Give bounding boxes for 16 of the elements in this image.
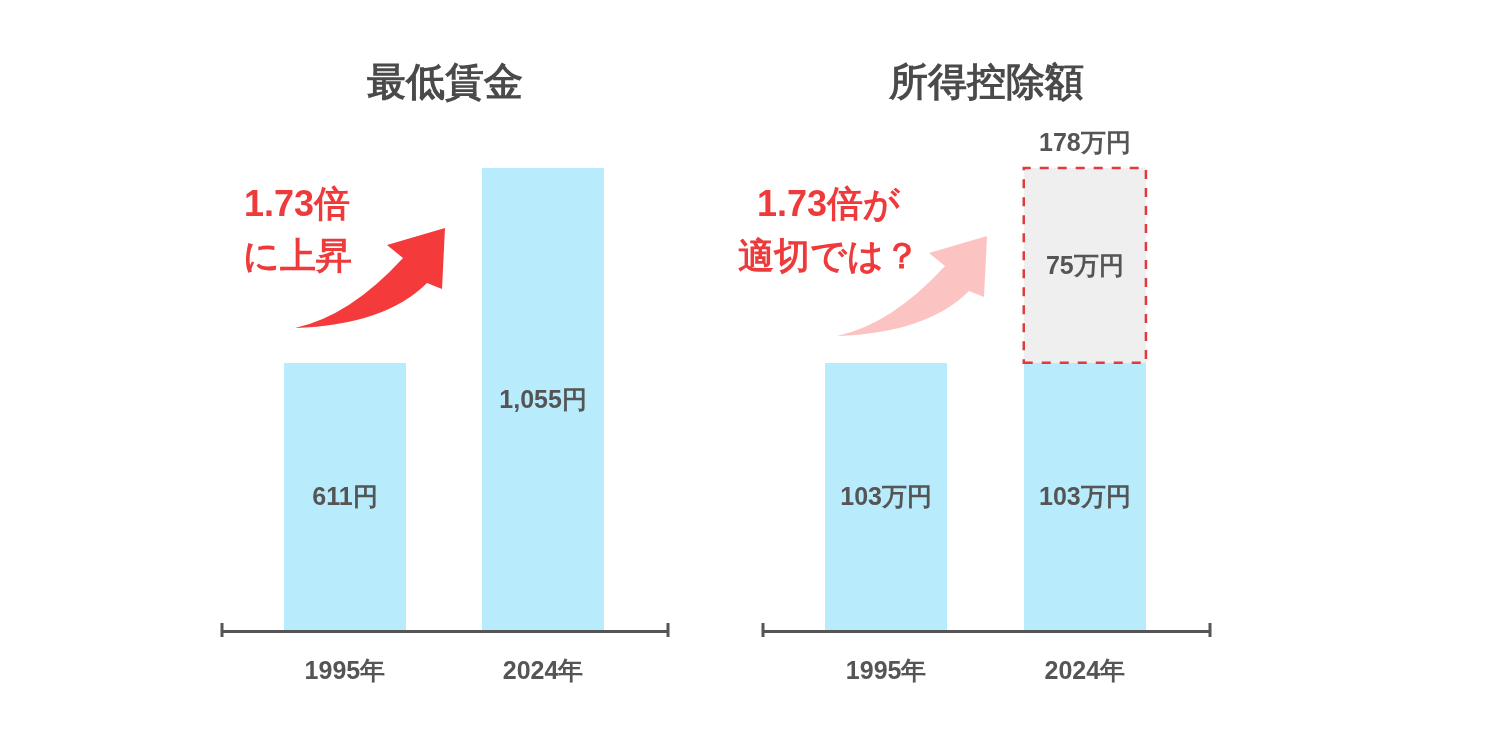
- data-label: 103万円: [840, 482, 933, 511]
- annotation: 1.73倍が: [757, 183, 902, 224]
- annotation: 適切では？: [738, 235, 920, 276]
- data-label: 75万円: [1045, 251, 1124, 280]
- x-tick-label: 1995年: [304, 656, 386, 684]
- chart-title: 最低賃金: [367, 60, 523, 103]
- x-tick-label: 2024年: [502, 656, 584, 684]
- annotation: に上昇: [243, 235, 352, 276]
- total-label: 178万円: [1039, 128, 1131, 156]
- annotation: 1.73倍: [244, 183, 351, 224]
- x-tick-label: 2024年: [1044, 656, 1126, 684]
- data-label: 103万円: [1038, 482, 1131, 511]
- data-label: 1,055円: [499, 385, 587, 414]
- data-label: 611円: [312, 482, 378, 511]
- chart-title: 所得控除額: [888, 60, 1084, 103]
- x-tick-label: 1995年: [845, 656, 927, 684]
